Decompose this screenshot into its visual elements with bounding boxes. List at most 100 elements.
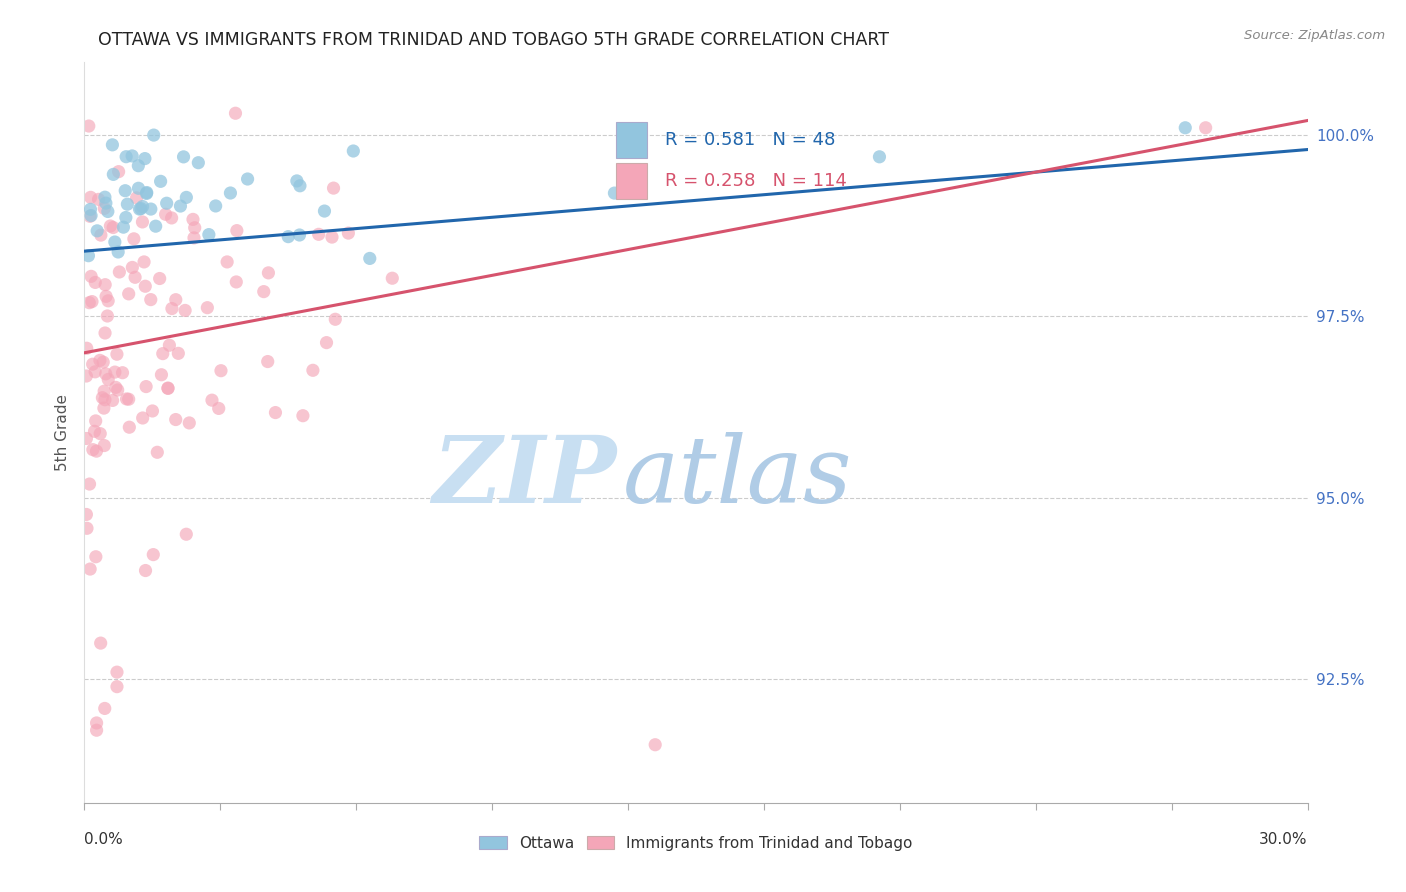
Point (87, 193, 110, 207)
Point (76, 521, 98, 535)
Point (127, 159, 149, 173)
Point (173, 150, 195, 164)
Point (89, 426, 111, 441)
Point (131, 411, 153, 425)
Text: ZIP: ZIP (432, 432, 616, 522)
Point (160, 211, 183, 225)
Point (86, 723, 108, 738)
Point (187, 155, 209, 169)
Point (139, 202, 162, 216)
Point (315, 335, 337, 350)
Point (204, 199, 226, 213)
Point (86, 224, 108, 238)
Point (93, 202, 115, 216)
Point (224, 106, 246, 120)
Point (80, 209, 103, 223)
Point (79, 190, 101, 204)
Point (84, 365, 107, 379)
Point (225, 275, 247, 289)
Point (75, 369, 97, 384)
Point (114, 184, 136, 198)
Point (644, 738, 666, 752)
Point (1195, 120, 1218, 135)
Point (93, 384, 115, 399)
Point (101, 393, 124, 408)
Point (118, 420, 141, 434)
Point (141, 404, 163, 418)
Point (115, 211, 138, 225)
Point (104, 365, 127, 379)
Point (94, 367, 117, 381)
Point (160, 301, 183, 316)
Point (79, 202, 101, 217)
Point (105, 680, 128, 694)
Point (225, 224, 247, 238)
Point (156, 196, 179, 211)
Point (94, 277, 117, 292)
Point (183, 231, 205, 245)
Point (869, 150, 891, 164)
Point (75, 508, 97, 522)
Point (183, 220, 205, 235)
Point (139, 293, 162, 307)
Point (107, 383, 129, 397)
Point (285, 174, 308, 188)
Point (76, 341, 98, 355)
Point (195, 301, 218, 315)
Point (253, 285, 276, 299)
Point (105, 347, 128, 361)
Point (121, 260, 143, 275)
Point (264, 406, 287, 420)
Point (105, 665, 128, 680)
Point (165, 412, 187, 426)
Point (79, 477, 101, 491)
Point (219, 186, 242, 200)
Point (124, 270, 146, 285)
Point (209, 364, 232, 378)
Point (104, 380, 127, 394)
Point (359, 252, 381, 266)
Point (142, 548, 165, 562)
Text: 30.0%: 30.0% (1260, 832, 1308, 847)
Point (149, 174, 172, 188)
Point (86, 444, 108, 458)
Text: 0.0%: 0.0% (84, 832, 124, 847)
Point (94, 190, 117, 204)
Point (131, 200, 153, 214)
Point (94, 289, 117, 303)
Point (100, 219, 122, 233)
Point (277, 229, 299, 244)
Point (112, 220, 135, 235)
Point (288, 227, 311, 242)
Point (93, 401, 115, 416)
Point (94, 326, 117, 340)
Point (101, 137, 124, 152)
FancyBboxPatch shape (616, 163, 647, 199)
Point (108, 265, 131, 279)
Point (83, 425, 105, 439)
Point (156, 381, 179, 395)
Point (201, 393, 224, 408)
Point (1174, 120, 1197, 135)
Point (127, 181, 149, 195)
Point (381, 271, 404, 285)
Point (93, 701, 115, 715)
Point (134, 279, 156, 293)
Point (97, 204, 120, 219)
Point (308, 227, 330, 242)
Point (94, 392, 117, 407)
Point (89, 353, 111, 368)
Point (84, 549, 107, 564)
Point (118, 392, 141, 407)
Point (103, 167, 125, 181)
Point (156, 381, 179, 395)
Point (84, 276, 107, 290)
Point (291, 409, 314, 423)
Point (86, 715, 108, 730)
Point (132, 255, 155, 269)
Point (217, 255, 239, 269)
Point (79, 295, 101, 310)
Point (208, 401, 231, 416)
Point (80, 269, 103, 284)
Text: atlas: atlas (623, 432, 852, 522)
